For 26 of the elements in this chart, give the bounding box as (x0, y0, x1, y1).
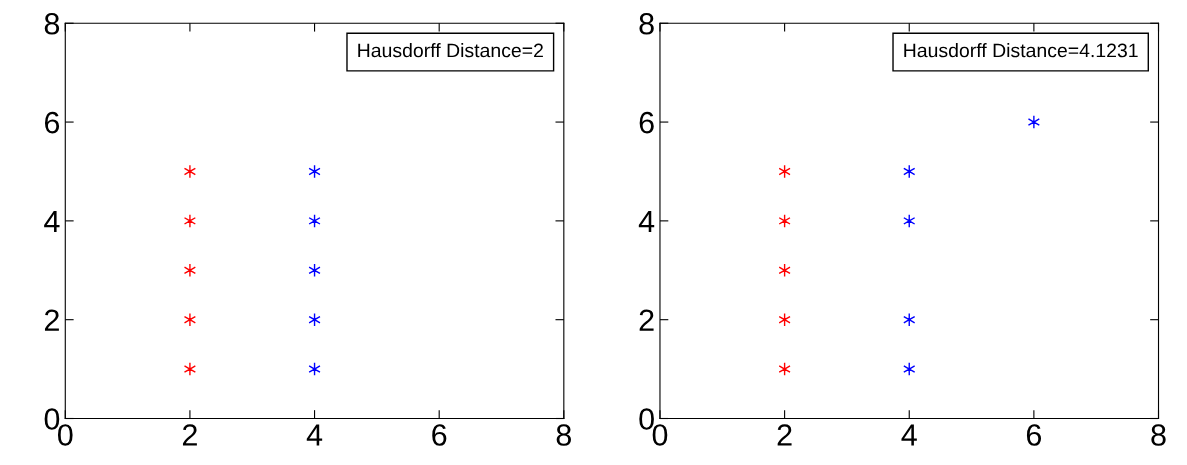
y-tick-label: 0 (639, 408, 654, 430)
point (183, 362, 197, 377)
x-tick-label: 6 (1026, 424, 1042, 446)
y-tick-label: 6 (639, 111, 654, 134)
point (183, 213, 197, 228)
y-tick-label: 8 (639, 12, 654, 35)
y-tick-label: 2 (639, 309, 654, 331)
x-tick-label: 4 (306, 424, 323, 446)
y-tick-label: 4 (638, 210, 655, 232)
point (183, 164, 197, 179)
x-tick-label: 8 (1151, 424, 1166, 446)
point (183, 312, 197, 327)
y-tick-label: 4 (44, 210, 60, 232)
y-tick-label: 2 (44, 309, 59, 331)
y-tick-label: 8 (44, 12, 60, 35)
x-tick-label: 6 (432, 424, 447, 446)
x-tick-label: 4 (901, 424, 917, 446)
annotation: Hausdorff Distance=2 (358, 43, 543, 58)
point (183, 263, 197, 278)
annotation: Hausdorff Distance=4.1231 (904, 43, 1138, 58)
y-tick-label: 0 (44, 408, 60, 430)
y-tick-label: 6 (44, 111, 60, 134)
x-tick-label: 2 (182, 424, 197, 446)
x-tick-label: 8 (556, 424, 571, 446)
x-tick-label: 2 (777, 424, 792, 446)
point (1027, 115, 1040, 130)
